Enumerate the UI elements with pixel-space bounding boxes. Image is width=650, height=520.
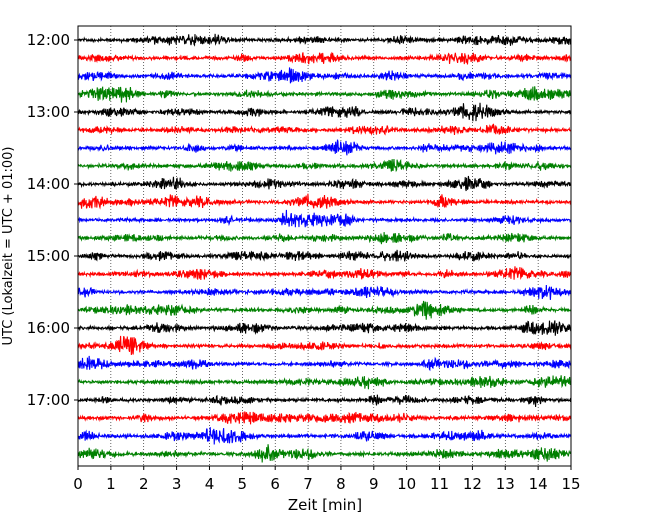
x-tick-label: 7 <box>303 475 313 493</box>
seismogram-trace <box>77 175 572 192</box>
seismogram-trace <box>77 158 572 173</box>
grid-lines <box>110 26 539 466</box>
x-tick-label: 3 <box>172 475 182 493</box>
seismogram-trace <box>77 102 572 122</box>
seismogram-trace <box>77 375 572 390</box>
seismogram-trace <box>77 427 572 445</box>
seismogram-trace <box>77 444 572 463</box>
seismogram-trace <box>77 67 572 84</box>
seismogram-trace <box>77 335 572 355</box>
y-tick-label: 13:00 <box>27 103 70 121</box>
y-tick-label: 17:00 <box>27 391 70 409</box>
x-axis-ticks: 0 1 2 3 4 5 6 7 8 9 10 11 12 13 14 15 <box>73 466 581 493</box>
seismogram-trace <box>77 249 572 263</box>
seismogram-trace <box>77 209 572 228</box>
seismogram-trace <box>77 232 572 245</box>
x-tick-label: 13 <box>496 475 515 493</box>
y-axis-label: UTC (Lokalzeit = UTC + 01:00) <box>1 147 16 346</box>
seismogram-trace <box>77 51 572 65</box>
plot-frame <box>77 25 572 467</box>
y-tick-label: 12:00 <box>27 31 70 49</box>
seismogram-trace <box>77 86 572 103</box>
seismogram-trace <box>77 411 572 425</box>
x-tick-label: 1 <box>106 475 116 493</box>
x-tick-label: 14 <box>529 475 548 493</box>
x-tick-label: 6 <box>270 475 280 493</box>
seismogram-trace <box>77 284 572 300</box>
x-tick-label: 2 <box>139 475 149 493</box>
seismogram-trace <box>77 355 572 372</box>
seismogram-trace <box>77 394 572 407</box>
x-tick-label: 10 <box>397 475 416 493</box>
seismogram-trace <box>77 139 572 156</box>
y-tick-label: 14:00 <box>27 175 70 193</box>
x-tick-label: 12 <box>463 475 482 493</box>
y-tick-label: 15:00 <box>27 247 70 265</box>
seismogram-trace <box>77 300 572 320</box>
seismogram-trace <box>77 123 572 136</box>
x-axis-label: Zeit [min] <box>288 496 362 514</box>
x-tick-label: 4 <box>205 475 215 493</box>
x-tick-label: 9 <box>369 475 379 493</box>
y-tick-label: 16:00 <box>27 319 70 337</box>
seismogram-trace <box>77 266 572 280</box>
x-tick-label: 5 <box>238 475 248 493</box>
x-tick-label: 11 <box>430 475 449 493</box>
seismogram-trace <box>77 193 572 210</box>
seismogram-trace <box>77 320 572 336</box>
seismogram-trace <box>77 33 572 47</box>
x-tick-label: 8 <box>336 475 346 493</box>
trace-group <box>77 33 572 463</box>
y-axis-ticks: 12:00 13:00 14:00 15:00 16:00 17:00 <box>27 31 78 409</box>
x-tick-label: 15 <box>561 475 580 493</box>
x-tick-label: 0 <box>73 475 83 493</box>
